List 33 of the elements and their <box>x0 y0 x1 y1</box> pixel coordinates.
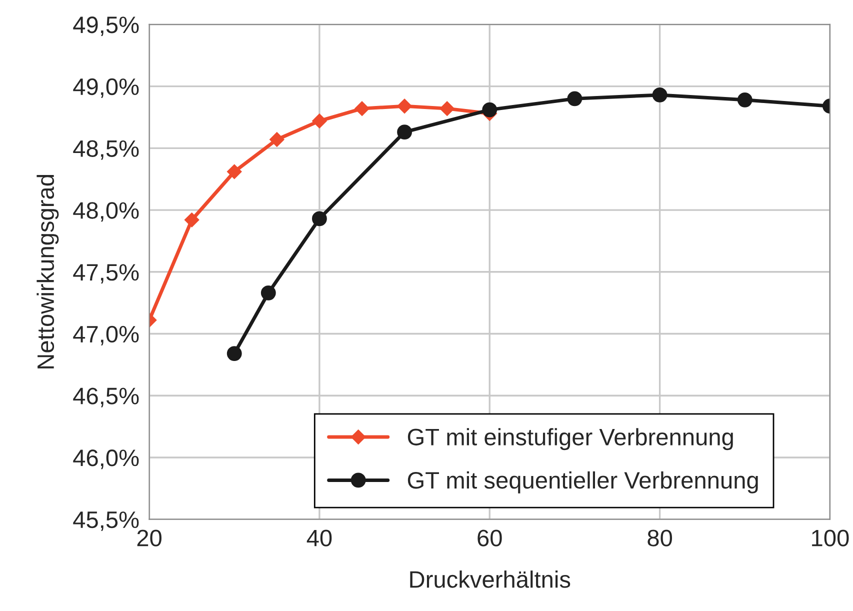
point <box>260 285 276 300</box>
point <box>482 102 498 118</box>
y-tick-label: 48,0% <box>73 202 139 222</box>
point <box>312 211 327 226</box>
x-tick-label: 100 <box>812 530 849 546</box>
y-tick-label: 47,5% <box>73 264 139 284</box>
x-axis-title: Druckverhältnis <box>410 570 570 588</box>
point <box>354 101 370 116</box>
point <box>312 114 327 128</box>
point <box>397 124 412 140</box>
point <box>397 98 412 114</box>
y-tick-label: 45,5% <box>73 512 139 531</box>
y-tick-label: 48,5% <box>73 140 139 160</box>
point <box>184 212 200 228</box>
point <box>226 346 242 362</box>
legend-label: GT mit sequentieller Verbrennung <box>408 471 758 494</box>
x-tick-label: 20 <box>137 530 162 546</box>
x-tick-label: 60 <box>478 530 502 546</box>
point <box>440 101 454 116</box>
y-tick-label: 46,5% <box>73 388 139 408</box>
point <box>652 88 668 102</box>
x-tick-label: 80 <box>648 530 672 546</box>
y-axis-title: Nettowirkungsgrad <box>36 174 59 368</box>
legend-label: GT mit einstufiger Verbrennung <box>408 428 733 450</box>
point <box>226 164 242 180</box>
point <box>567 91 582 106</box>
y-tick-label: 49,5% <box>73 16 139 36</box>
y-tick-label: 47,0% <box>73 326 139 346</box>
y-tick-label: 49,0% <box>73 78 139 98</box>
point <box>270 132 284 147</box>
y-tick-label: 46,0% <box>73 450 139 470</box>
x-tick-label: 40 <box>306 530 332 546</box>
point <box>737 92 752 108</box>
